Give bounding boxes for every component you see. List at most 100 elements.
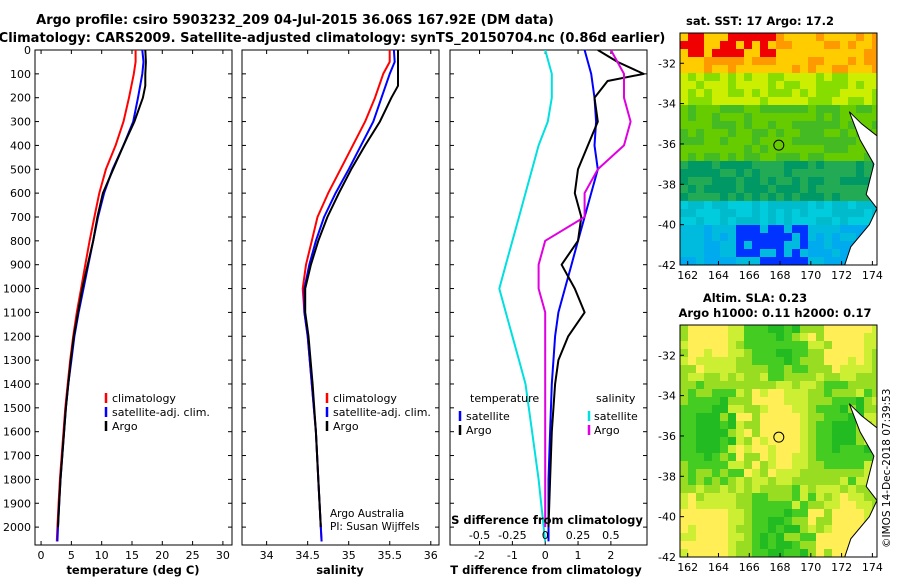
map-cell: [864, 333, 872, 341]
map-cell: [800, 373, 808, 381]
map-cell: [816, 233, 824, 241]
map-cell: [824, 413, 832, 421]
map-cell: [680, 477, 688, 485]
map-cell: [848, 217, 856, 225]
map-cell: [824, 201, 832, 209]
map-cell: [808, 365, 816, 373]
y-tick-label: 100: [10, 68, 31, 81]
map-cell: [864, 201, 872, 209]
map-cell: [840, 65, 848, 73]
map-cell: [712, 333, 720, 341]
map-cell: [832, 357, 840, 365]
map-cell: [872, 105, 877, 113]
temperature-series: [55, 50, 147, 542]
map-cell: [792, 349, 800, 357]
map-cell: [760, 57, 768, 65]
map-cell: [688, 373, 696, 381]
map-cell: [856, 333, 864, 341]
sst-map-panel: sat. SST: 17 Argo: 17.2 162 164 166 168 170 1…: [658, 14, 883, 282]
map-cell: [768, 33, 776, 41]
map-cell: [800, 541, 808, 549]
y-tick-label: 300: [10, 116, 31, 129]
map-cell: [720, 225, 728, 233]
map-cell: [760, 209, 768, 217]
map-cell: [760, 161, 768, 169]
map-cell: [736, 121, 744, 129]
map-cell: [824, 73, 832, 81]
map-cell: [696, 185, 704, 193]
map-cell: [696, 397, 704, 405]
map-cell: [848, 333, 856, 341]
map-cell: [800, 421, 808, 429]
map-cell: [824, 225, 832, 233]
map-cell: [720, 437, 728, 445]
map-cell: [736, 477, 744, 485]
map-cell: [832, 81, 840, 89]
map-cell: [800, 381, 808, 389]
map-cell: [856, 57, 864, 65]
map-cell: [688, 249, 696, 257]
map-cell: [824, 405, 832, 413]
map-cell: [792, 41, 800, 49]
map-cell: [760, 145, 768, 153]
map-cell: [720, 469, 728, 477]
map-cell: [680, 381, 688, 389]
map-cell: [704, 349, 712, 357]
map-cell: [848, 525, 856, 533]
map-cell: [712, 517, 720, 525]
map-cell: [720, 217, 728, 225]
map-cell: [792, 421, 800, 429]
map-cell: [808, 421, 816, 429]
map-cell: [784, 509, 792, 517]
map-cell: [792, 113, 800, 121]
map-cell: [856, 169, 864, 177]
map-cell: [752, 73, 760, 81]
map-cell: [824, 533, 832, 541]
map-cell: [744, 225, 752, 233]
map-cell: [688, 437, 696, 445]
map-cell: [704, 113, 712, 121]
map-cell: [736, 381, 744, 389]
map-cell: [720, 105, 728, 113]
map-cell: [816, 509, 824, 517]
map-cell: [864, 97, 872, 105]
map-cell: [856, 217, 864, 225]
map-cell: [824, 145, 832, 153]
map-cell: [744, 517, 752, 525]
map-cell: [816, 333, 824, 341]
map-cell: [776, 137, 784, 145]
map-cell: [680, 405, 688, 413]
map-cell: [696, 493, 704, 501]
map-cell: [856, 469, 864, 477]
map-cell: [768, 113, 776, 121]
map-cell: [832, 73, 840, 81]
map-cell: [704, 493, 712, 501]
map-cell: [808, 509, 816, 517]
map-cell: [808, 477, 816, 485]
map-cell: [688, 57, 696, 65]
map-cell: [808, 177, 816, 185]
map-cell: [736, 533, 744, 541]
legend-label: satellite-adj. clim.: [333, 406, 431, 419]
map-cell: [808, 469, 816, 477]
map-cell: [768, 105, 776, 113]
map-cell: [720, 461, 728, 469]
map-cell: [840, 445, 848, 453]
map-cell: [808, 485, 816, 493]
y-tick-label: 2000: [3, 521, 31, 534]
map-cell: [792, 33, 800, 41]
map-cell: [800, 389, 808, 397]
map-cell: [848, 121, 856, 129]
map-cell: [736, 437, 744, 445]
map-cell: [752, 33, 760, 41]
map-cell: [864, 177, 872, 185]
map-cell: [800, 549, 808, 557]
map-cell: [832, 341, 840, 349]
map-cell: [776, 73, 784, 81]
map-cell: [840, 437, 848, 445]
map-cell: [696, 233, 704, 241]
map-cell: [760, 477, 768, 485]
map-cell: [768, 161, 776, 169]
map-cell: [760, 413, 768, 421]
